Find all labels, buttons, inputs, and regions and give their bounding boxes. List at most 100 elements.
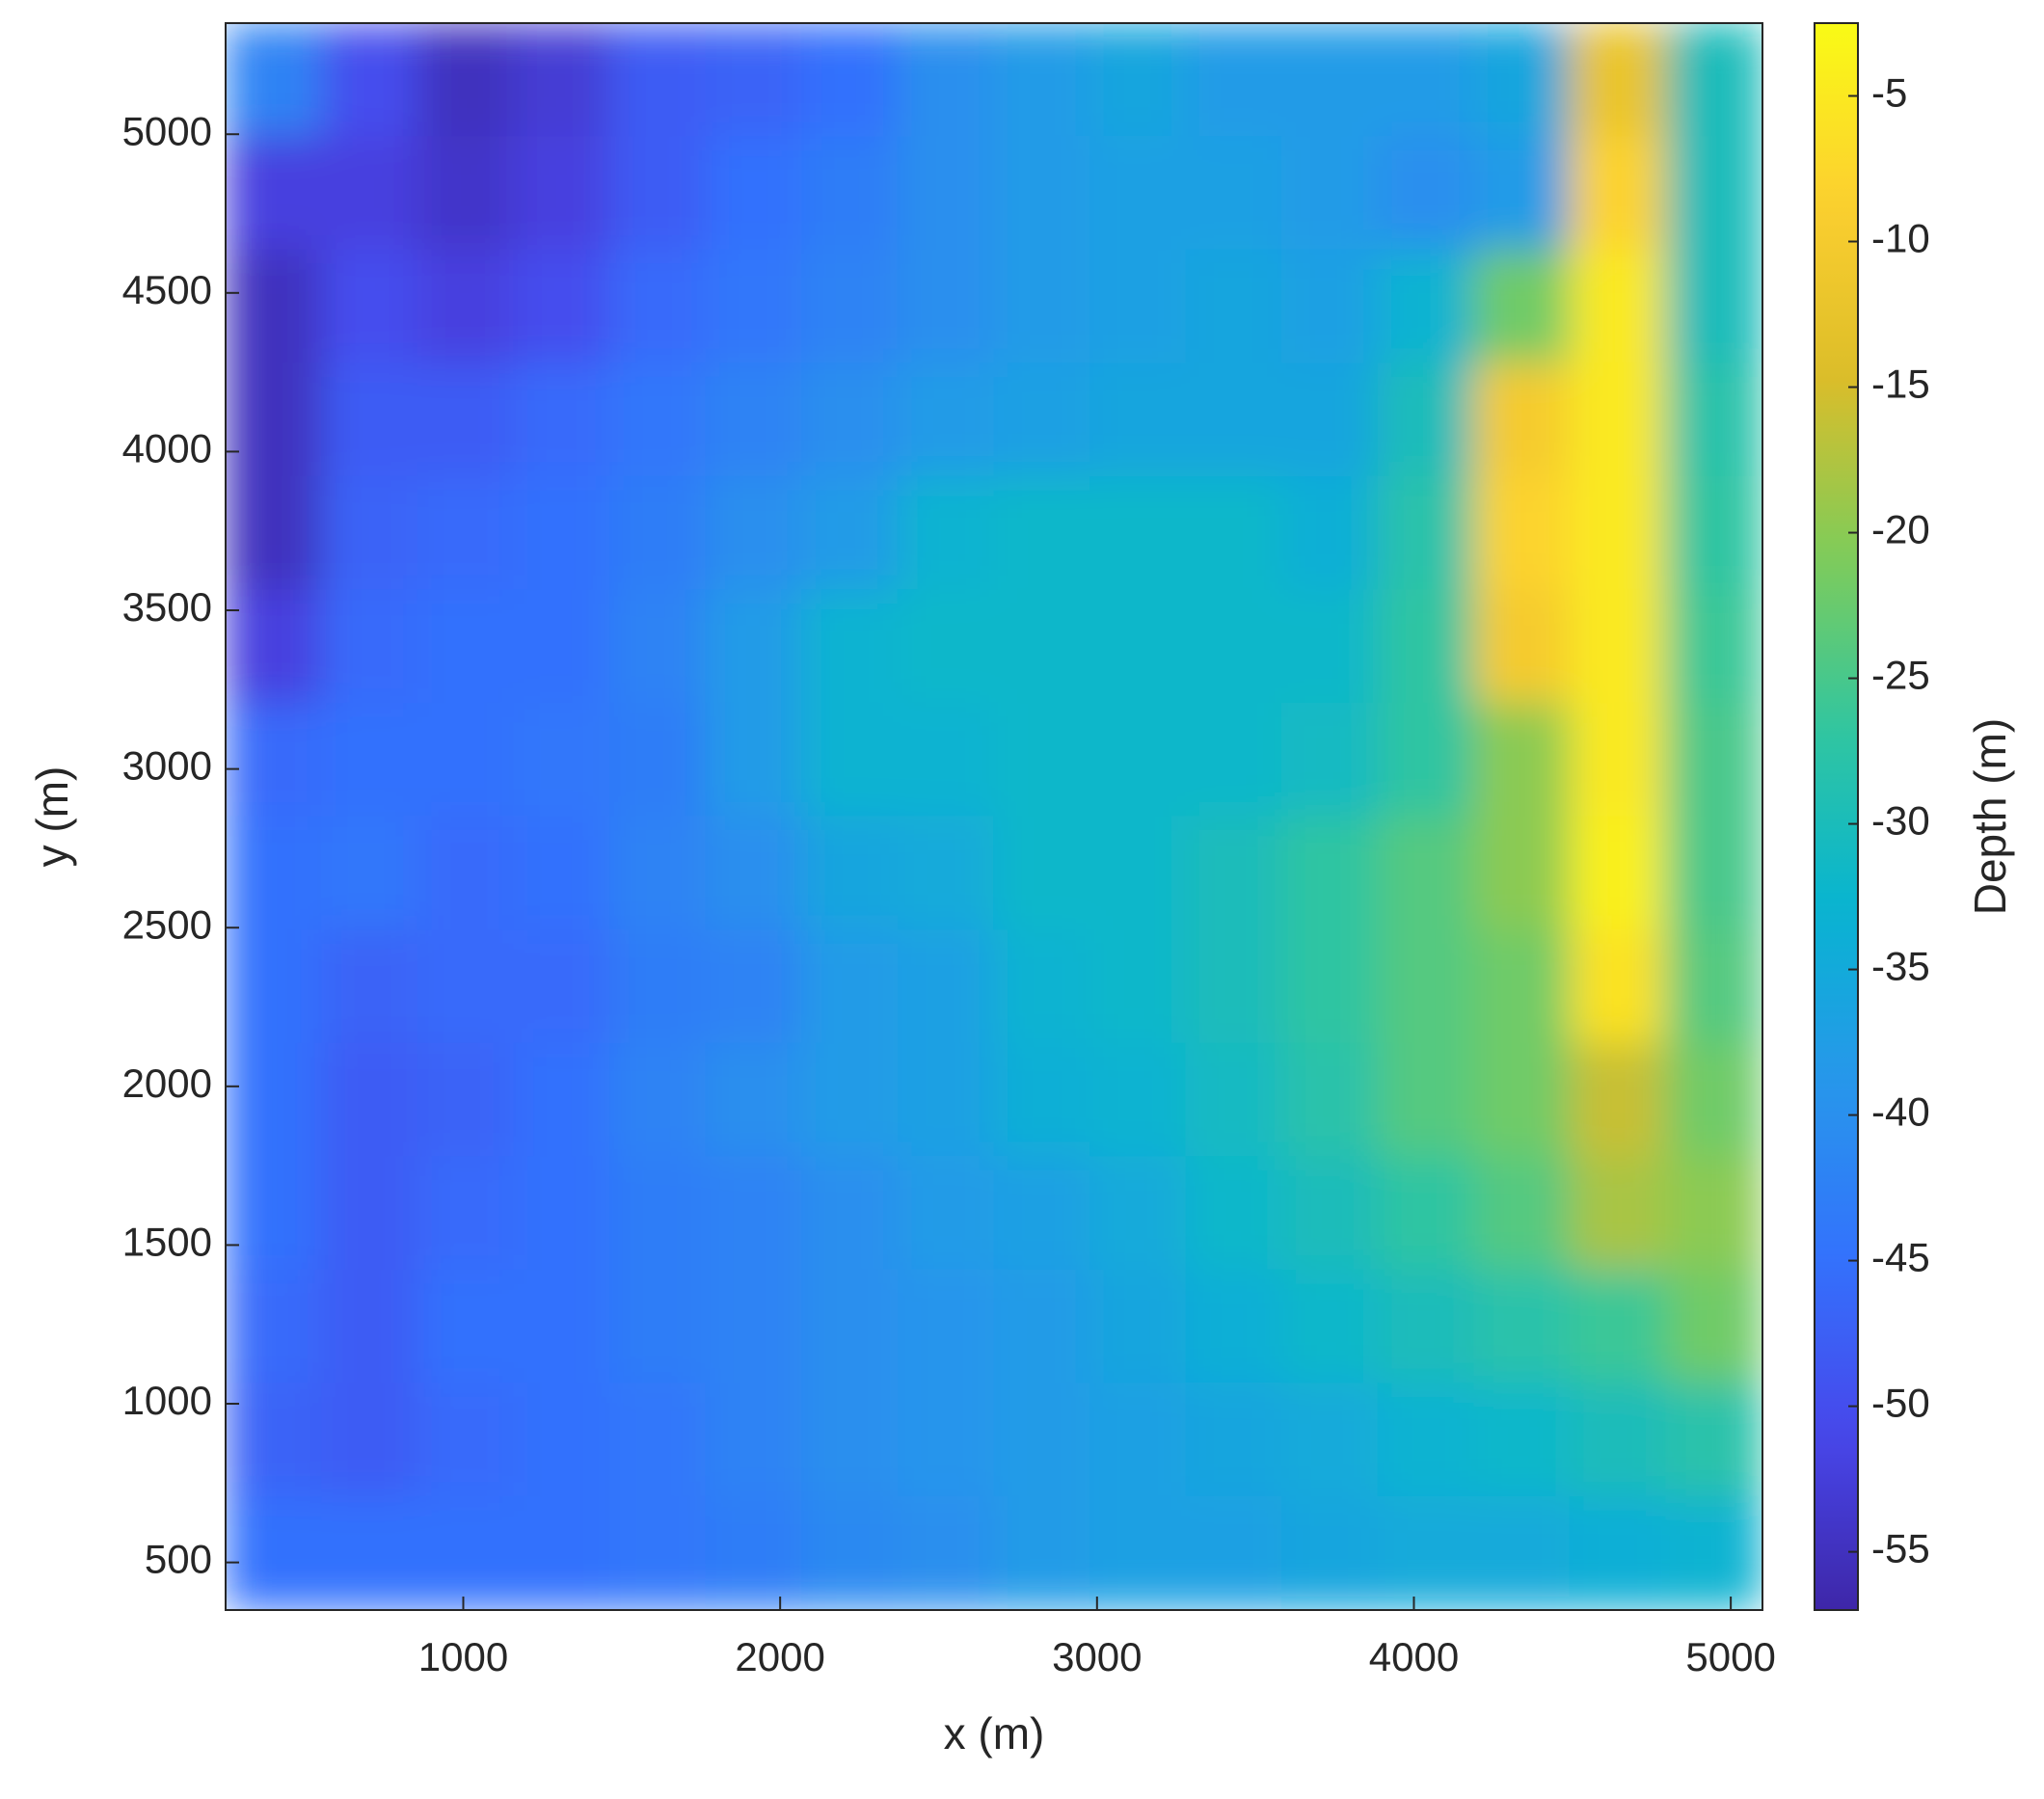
depth-cell (1281, 816, 1379, 931)
depth-cell (1281, 589, 1379, 704)
depth-cell (1089, 362, 1187, 477)
depth-cell (1473, 1495, 1571, 1610)
depth-cell (321, 816, 418, 931)
depth-cell (801, 929, 899, 1044)
depth-cell (609, 1042, 707, 1158)
depth-cell (417, 929, 515, 1044)
depth-cell (1569, 589, 1667, 704)
depth-cell (1665, 1156, 1762, 1271)
depth-cell (1089, 702, 1187, 818)
depth-cell (1185, 1156, 1283, 1271)
depth-cell (1569, 702, 1667, 818)
depth-cell (1377, 1042, 1475, 1158)
depth-cell (513, 475, 610, 591)
depth-cell (801, 1269, 899, 1384)
depth-cell (513, 1269, 610, 1384)
depth-cell (1281, 362, 1379, 477)
y-tick-label: 2500 (122, 901, 212, 947)
depth-cell (1377, 816, 1475, 931)
depth-cell (1473, 589, 1571, 704)
depth-cell (321, 23, 418, 138)
depth-cell (1185, 1269, 1283, 1384)
x-tick-label: 3000 (1052, 1634, 1142, 1679)
colorbar-tick-label: -15 (1871, 362, 1930, 407)
depth-cell (1281, 1156, 1379, 1271)
depth-cell (1569, 249, 1667, 364)
colorbar-label: Depth (m) (1965, 718, 2015, 915)
depth-cell (993, 1042, 1090, 1158)
depth-cell (226, 929, 323, 1044)
depth-cell (1089, 475, 1187, 591)
colorbar-tick-label: -50 (1871, 1381, 1930, 1426)
depth-cell (993, 136, 1090, 251)
depth-cell (226, 362, 323, 477)
depth-cell (513, 1383, 610, 1497)
depth-cell (417, 23, 515, 138)
depth-cell (1185, 1495, 1283, 1610)
depth-cell (1377, 136, 1475, 251)
depth-cell (609, 702, 707, 818)
depth-cell (513, 23, 610, 138)
depth-cell (609, 589, 707, 704)
depth-cell (417, 702, 515, 818)
depth-cell (609, 249, 707, 364)
depth-cell (417, 1269, 515, 1384)
depth-cell (1281, 249, 1379, 364)
depth-cell (897, 475, 995, 591)
field-cells (226, 23, 1762, 1610)
depth-cell (1377, 475, 1475, 591)
depth-cell (1569, 136, 1667, 251)
depth-cell (801, 589, 899, 704)
depth-cell (705, 23, 803, 138)
depth-cell (321, 1383, 418, 1497)
depth-cell (897, 1383, 995, 1497)
depth-cell (513, 702, 610, 818)
colorbar-tick-label: -30 (1871, 798, 1930, 844)
depth-cell (226, 1383, 323, 1497)
depth-cell (993, 816, 1090, 931)
depth-cell (1089, 1042, 1187, 1158)
depth-cell (226, 475, 323, 591)
depth-cell (1665, 589, 1762, 704)
depth-cell (801, 475, 899, 591)
depth-cell (897, 1495, 995, 1610)
x-tick-label: 2000 (735, 1634, 824, 1679)
depth-cell (1377, 589, 1475, 704)
depth-cell (321, 589, 418, 704)
depth-cell (321, 929, 418, 1044)
depth-cell (609, 475, 707, 591)
depth-cell (609, 23, 707, 138)
depth-cell (1473, 702, 1571, 818)
depth-cell (609, 816, 707, 931)
depth-cell (609, 1495, 707, 1610)
depth-cell (609, 929, 707, 1044)
depth-cell (226, 249, 323, 364)
depth-cell (1089, 1495, 1187, 1610)
depth-cell (321, 362, 418, 477)
depth-cell (1569, 1495, 1667, 1610)
depth-cell (1665, 362, 1762, 477)
depth-cell (1089, 816, 1187, 931)
depth-cell (705, 816, 803, 931)
depth-cell (1665, 1269, 1762, 1384)
x-axis-label: x (m) (944, 1708, 1045, 1759)
y-tick-label: 3500 (122, 584, 212, 630)
depth-cell (705, 362, 803, 477)
depth-cell (1281, 702, 1379, 818)
depth-cell (1089, 589, 1187, 704)
depth-cell (1281, 475, 1379, 591)
depth-cell (226, 1042, 323, 1158)
depth-cell (801, 23, 899, 138)
depth-cell (513, 816, 610, 931)
depth-cell (1185, 1383, 1283, 1497)
depth-cell (993, 362, 1090, 477)
depth-cell (1473, 1269, 1571, 1384)
depth-cell (1569, 362, 1667, 477)
depth-cell (1569, 475, 1667, 591)
contour-field (226, 23, 1762, 1610)
depth-cell (1185, 929, 1283, 1044)
colorbar-tick-label: -25 (1871, 653, 1930, 698)
depth-cell (226, 23, 323, 138)
depth-cell (513, 136, 610, 251)
